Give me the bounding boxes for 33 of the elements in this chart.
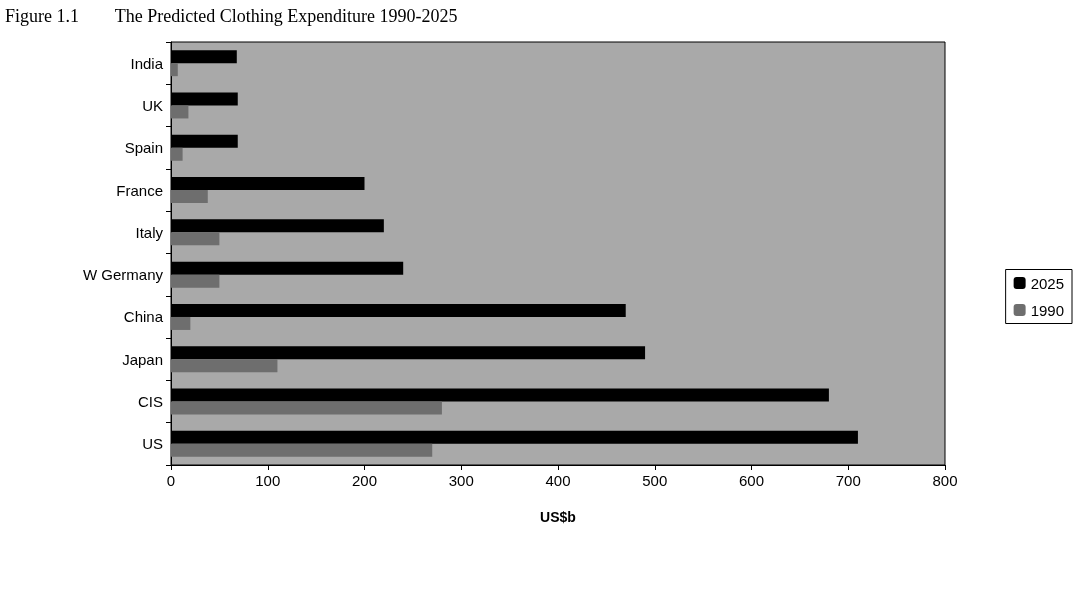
y-tick-label: CIS	[137, 393, 163, 411]
x-tick-label: 200	[351, 472, 378, 489]
y-tick-label: Italy	[135, 223, 164, 241]
bar	[171, 147, 183, 161]
legend-label: 2025	[1030, 274, 1065, 292]
x-tick-label: 0	[166, 472, 176, 489]
x-tick-label: 700	[835, 472, 861, 489]
chart-title: Figure 1.1 The Predicted Clothing Expenditure 1990-2025	[5, 6, 458, 26]
legend-label: 1990	[1030, 301, 1065, 319]
bar	[171, 232, 220, 246]
bar	[171, 105, 189, 119]
bar	[171, 359, 278, 373]
bar	[171, 190, 208, 204]
x-tick-label: 800	[932, 472, 958, 489]
y-tick-label: India	[130, 54, 164, 72]
x-tick-label: 400	[545, 472, 571, 489]
bar	[171, 443, 433, 457]
bar	[171, 274, 220, 288]
x-tick-label: 300	[448, 472, 474, 489]
y-tick-label: UK	[142, 96, 163, 114]
bar	[171, 401, 442, 415]
bar	[171, 316, 191, 330]
x-tick-label: 500	[642, 472, 668, 489]
y-tick-label: Japan	[122, 350, 163, 368]
x-tick-label: 100	[255, 472, 281, 489]
bar	[171, 63, 178, 77]
y-tick-label: France	[116, 181, 163, 199]
y-tick-label: Spain	[124, 139, 163, 157]
y-tick-label: W Germany	[82, 266, 164, 284]
y-tick-label: US	[142, 435, 163, 453]
y-tick-label: China	[123, 308, 164, 326]
x-tick-label: 600	[738, 472, 765, 489]
x-axis-title: US$b	[540, 509, 576, 525]
